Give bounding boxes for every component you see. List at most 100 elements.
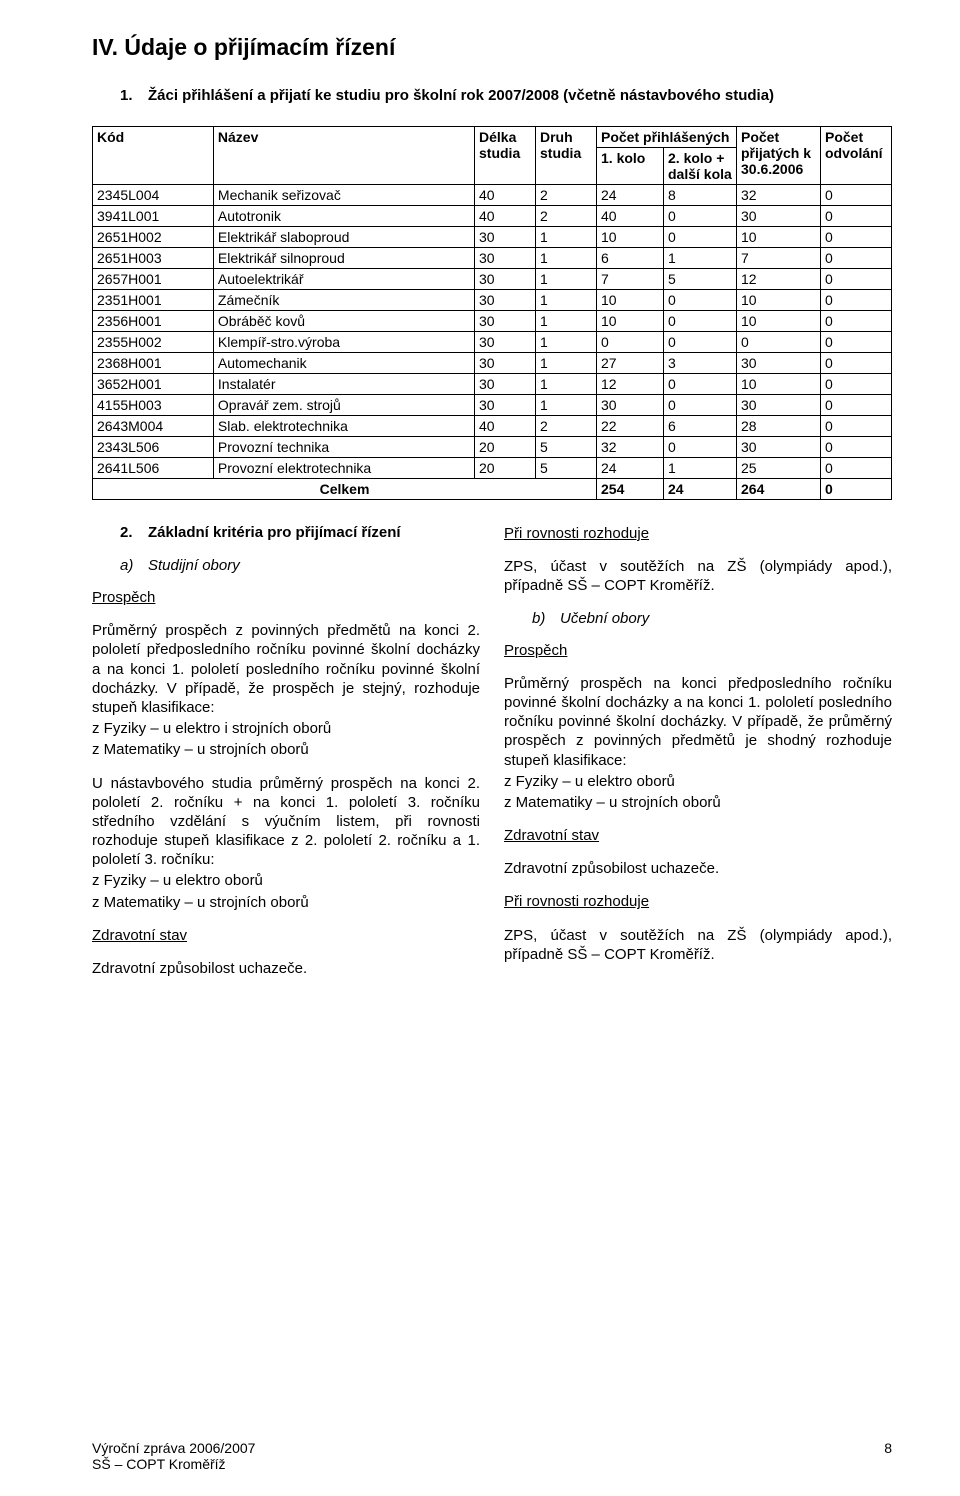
- table-cell: 30: [475, 374, 536, 395]
- table-cell: 0: [597, 332, 664, 353]
- table-cell: 24: [597, 458, 664, 479]
- table-cell: 2641L506: [93, 458, 214, 479]
- table-cell: 5: [536, 437, 597, 458]
- table-cell: 0: [821, 185, 892, 206]
- table-cell: 2643M004: [93, 416, 214, 437]
- table-cell: 2651H002: [93, 227, 214, 248]
- table-cell: 40: [597, 206, 664, 227]
- th-delka: Délka studia: [475, 127, 536, 185]
- table-cell: 0: [664, 311, 737, 332]
- right-para-1: Průměrný prospěch na konci předposledníh…: [504, 674, 892, 770]
- table-row: 2351H001Zámečník301100100: [93, 290, 892, 311]
- rovnost-heading-1: Při rovnosti rozhoduje: [504, 524, 892, 543]
- table-cell: Elektrikář silnoproud: [213, 248, 474, 269]
- table-cell: 30: [475, 269, 536, 290]
- table-cell: Autotronik: [213, 206, 474, 227]
- table-cell: 30: [737, 395, 821, 416]
- th-prihlasenych: Počet přihlášených: [597, 127, 737, 148]
- table-cell: 2355H002: [93, 332, 214, 353]
- table-cell: 2: [536, 185, 597, 206]
- rovnost-heading-2: Při rovnosti rozhoduje: [504, 892, 892, 911]
- table-cell: 10: [737, 227, 821, 248]
- right-fyzika: z Fyziky – u elektro oborů: [504, 772, 892, 791]
- table-cell: Elektrikář slaboproud: [213, 227, 474, 248]
- footer-left: Výroční zpráva 2006/2007 SŠ – COPT Kromě…: [92, 1440, 255, 1472]
- table-cell: 0: [821, 248, 892, 269]
- table-cell: 24: [597, 185, 664, 206]
- table-cell: 0: [821, 311, 892, 332]
- footer: Výroční zpráva 2006/2007 SŠ – COPT Kromě…: [92, 1440, 892, 1472]
- table-cell: 3652H001: [93, 374, 214, 395]
- table-cell: 10: [597, 290, 664, 311]
- table-cell: 1: [664, 248, 737, 269]
- table-cell: 30: [475, 353, 536, 374]
- table-total-row: Celkem254242640: [93, 479, 892, 500]
- table-row: 2345L004Mechanik seřizovač402248320: [93, 185, 892, 206]
- th-kolo1: 1. kolo: [597, 148, 664, 185]
- left-matematika-1: z Matematiky – u strojních oborů: [92, 740, 480, 759]
- section-2-text: Základní kritéria pro přijímací řízení: [148, 524, 480, 541]
- table-row: 2657H001Autoelektrikář30175120: [93, 269, 892, 290]
- table-cell: 1: [664, 458, 737, 479]
- table-cell: 30: [475, 332, 536, 353]
- left-column: 2. Základní kritéria pro přijímací řízen…: [92, 524, 480, 992]
- zdrav-heading-right: Zdravotní stav: [504, 826, 892, 845]
- table-row: 4155H003Opravář zem. strojů301300300: [93, 395, 892, 416]
- table-cell: 32: [597, 437, 664, 458]
- table-cell: Provozní technika: [213, 437, 474, 458]
- table-row: 2356H001Obráběč kovů301100100: [93, 311, 892, 332]
- item-a: a) Studijní obory: [120, 557, 480, 574]
- subtitle-number: 1.: [120, 87, 148, 104]
- table-cell: 1: [536, 311, 597, 332]
- table-cell: 0: [821, 416, 892, 437]
- th-odvolani: Počet odvolání: [821, 127, 892, 185]
- table-cell: 10: [597, 227, 664, 248]
- footer-left-2: SŠ – COPT Kroměříž: [92, 1456, 255, 1472]
- table-cell: 3: [664, 353, 737, 374]
- table-cell: 6: [597, 248, 664, 269]
- table-cell: 2: [536, 206, 597, 227]
- table-cell: 30: [475, 248, 536, 269]
- page-title: IV. Údaje o přijímacím řízení: [92, 34, 892, 61]
- footer-page-num: 8: [884, 1440, 892, 1472]
- table-cell: 0: [821, 437, 892, 458]
- total-cell: 264: [737, 479, 821, 500]
- table-row: 2651H003Elektrikář silnoproud3016170: [93, 248, 892, 269]
- left-fyzika-1: z Fyziky – u elektro i strojních oborů: [92, 719, 480, 738]
- table-cell: 0: [821, 332, 892, 353]
- table-row: 2651H002Elektrikář slaboproud301100100: [93, 227, 892, 248]
- th-druh: Druh studia: [536, 127, 597, 185]
- table-cell: 40: [475, 416, 536, 437]
- table-cell: 0: [821, 374, 892, 395]
- table-cell: 8: [664, 185, 737, 206]
- table-cell: 28: [737, 416, 821, 437]
- section-2-num: 2.: [120, 524, 148, 541]
- table-cell: 1: [536, 269, 597, 290]
- table-cell: 1: [536, 227, 597, 248]
- table-cell: 2345L004: [93, 185, 214, 206]
- table-cell: 40: [475, 206, 536, 227]
- total-cell: 24: [664, 479, 737, 500]
- table-cell: 0: [664, 206, 737, 227]
- table-cell: 0: [821, 227, 892, 248]
- table-cell: 2351H001: [93, 290, 214, 311]
- two-column-section: 2. Základní kritéria pro přijímací řízen…: [92, 524, 892, 992]
- section-2-title: 2. Základní kritéria pro přijímací řízen…: [120, 524, 480, 541]
- table-cell: 10: [597, 311, 664, 332]
- item-b-letter: b): [532, 610, 560, 627]
- item-a-letter: a): [120, 557, 148, 574]
- table-cell: 12: [737, 269, 821, 290]
- table-cell: 0: [821, 458, 892, 479]
- footer-left-1: Výroční zpráva 2006/2007: [92, 1440, 255, 1456]
- right-column: Při rovnosti rozhoduje ZPS, účast v sout…: [504, 524, 892, 992]
- left-para-2: U nástavbového studia průměrný prospěch …: [92, 774, 480, 870]
- page: IV. Údaje o přijímacím řízení 1. Žáci př…: [0, 0, 960, 1496]
- table-cell: Opravář zem. strojů: [213, 395, 474, 416]
- table-cell: 20: [475, 437, 536, 458]
- table-row: 2641L506Provozní elektrotechnika20524125…: [93, 458, 892, 479]
- item-b-text: Učební obory: [560, 610, 892, 627]
- table-cell: Automechanik: [213, 353, 474, 374]
- right-matematika: z Matematiky – u strojních oborů: [504, 793, 892, 812]
- table-cell: 0: [664, 290, 737, 311]
- subtitle-text: Žáci přihlášení a přijatí ke studiu pro …: [148, 87, 892, 104]
